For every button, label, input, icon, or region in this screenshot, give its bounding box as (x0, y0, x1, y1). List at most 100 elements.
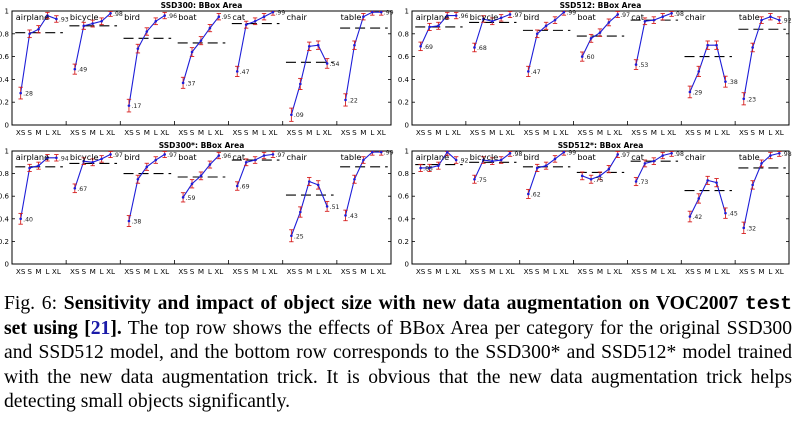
x-tick-label: XL (559, 128, 568, 137)
plot-frame (411, 150, 790, 265)
data-label: .37 (186, 80, 196, 87)
x-tick-label: XL (323, 267, 332, 276)
x-tick-label: XS (631, 128, 641, 137)
data-point (82, 159, 86, 163)
x-tick-label: L (768, 128, 772, 137)
data-point (535, 166, 539, 170)
y-tick-label: 0.8 (398, 170, 409, 178)
y-tick-label: 0.2 (0, 238, 9, 246)
x-tick-label: S (27, 128, 32, 137)
y-tick-label: 0.4 (0, 215, 10, 223)
x-tick-label: XL (775, 128, 784, 137)
x-tick-label: XL (721, 267, 730, 276)
data-point (769, 15, 772, 18)
plot-frame (11, 10, 392, 126)
data-point (91, 161, 94, 164)
data-label: .99 (384, 150, 394, 157)
category-label: chair (287, 12, 308, 22)
data-point (136, 47, 140, 50)
y-tick-label: 0.6 (0, 193, 10, 201)
x-tick-label: XL (721, 128, 730, 137)
x-tick-label: XL (106, 267, 115, 276)
category-label: bird (124, 152, 140, 162)
x-tick-label: M (543, 267, 549, 276)
category-label: boat (178, 152, 197, 162)
category-label: bicycle (470, 152, 499, 162)
data-label: .42 (692, 214, 702, 221)
data-label: .47 (531, 69, 541, 76)
x-tick-label: XS (16, 128, 26, 137)
data-label: .97 (620, 152, 630, 159)
data-point (163, 14, 166, 17)
data-point (760, 162, 763, 165)
category-label: airplane (416, 152, 449, 162)
data-point (482, 17, 485, 21)
data-point (724, 211, 727, 215)
category-label: chair (685, 12, 706, 22)
data-point (508, 13, 512, 16)
x-tick-label: S (244, 128, 249, 137)
data-label: .94 (59, 155, 69, 162)
data-point (353, 177, 356, 181)
data-label: .25 (294, 233, 304, 240)
category-label: bird (523, 152, 539, 162)
category-label: airplane (16, 152, 49, 162)
x-tick-label: S (190, 267, 195, 276)
citation-link[interactable]: 21 (90, 317, 111, 339)
x-tick-label: S (589, 267, 594, 276)
data-point (299, 82, 302, 86)
x-tick-label: XS (70, 128, 80, 137)
x-tick-label: XL (506, 267, 515, 276)
data-point (445, 14, 449, 17)
data-label: .60 (585, 54, 595, 61)
data-point (235, 70, 239, 73)
x-tick-label: M (360, 128, 366, 137)
data-point (589, 177, 593, 181)
category-label: cat (631, 152, 645, 162)
data-point (706, 179, 709, 182)
x-tick-label: XS (287, 267, 297, 276)
x-tick-label: XS (232, 128, 242, 137)
data-label: .45 (728, 211, 738, 218)
series-line (290, 44, 328, 115)
caption-bold-title: Sensitivity and impact of object size wi… (63, 293, 745, 314)
x-tick-label: S (643, 267, 648, 276)
data-point (145, 30, 149, 33)
x-tick-label: L (208, 267, 212, 276)
chart-panel: SSD300: BBox Area 0 0.2 0.4 0.6 0.8 1 .28 .93 air… (0, 1, 394, 137)
data-label: .67 (77, 186, 87, 193)
data-point (437, 164, 440, 167)
x-tick-label: S (81, 267, 86, 276)
x-tick-label: L (715, 267, 719, 276)
data-point (553, 157, 557, 161)
x-tick-label: L (262, 128, 266, 137)
x-tick-label: XL (667, 267, 676, 276)
x-tick-label: M (651, 128, 657, 137)
x-tick-label: S (481, 128, 486, 137)
series-line (290, 180, 328, 236)
data-point (553, 18, 557, 22)
data-label: .92 (459, 158, 469, 165)
data-point (253, 19, 257, 23)
data-point (190, 50, 194, 54)
data-point (244, 161, 248, 164)
y-tick-label: 0.6 (398, 53, 410, 61)
series-line (689, 44, 726, 93)
data-label: .38 (728, 79, 738, 86)
x-tick-label: XS (685, 128, 695, 137)
data-point (217, 15, 221, 18)
data-point (589, 37, 593, 40)
x-tick-label: M (90, 128, 96, 137)
data-point (616, 153, 620, 156)
x-tick-label: S (481, 267, 486, 276)
x-tick-label: M (705, 267, 711, 276)
x-tick-label: XL (160, 267, 169, 276)
data-label: .98 (674, 151, 684, 158)
data-label: .96 (459, 13, 469, 20)
data-label: .92 (782, 18, 792, 25)
plot-frame (11, 150, 392, 265)
caption-body: The top row shows the effects of BBox Ar… (4, 317, 792, 413)
series-line (182, 16, 220, 83)
data-point (154, 19, 158, 23)
x-tick-label: L (553, 128, 557, 137)
